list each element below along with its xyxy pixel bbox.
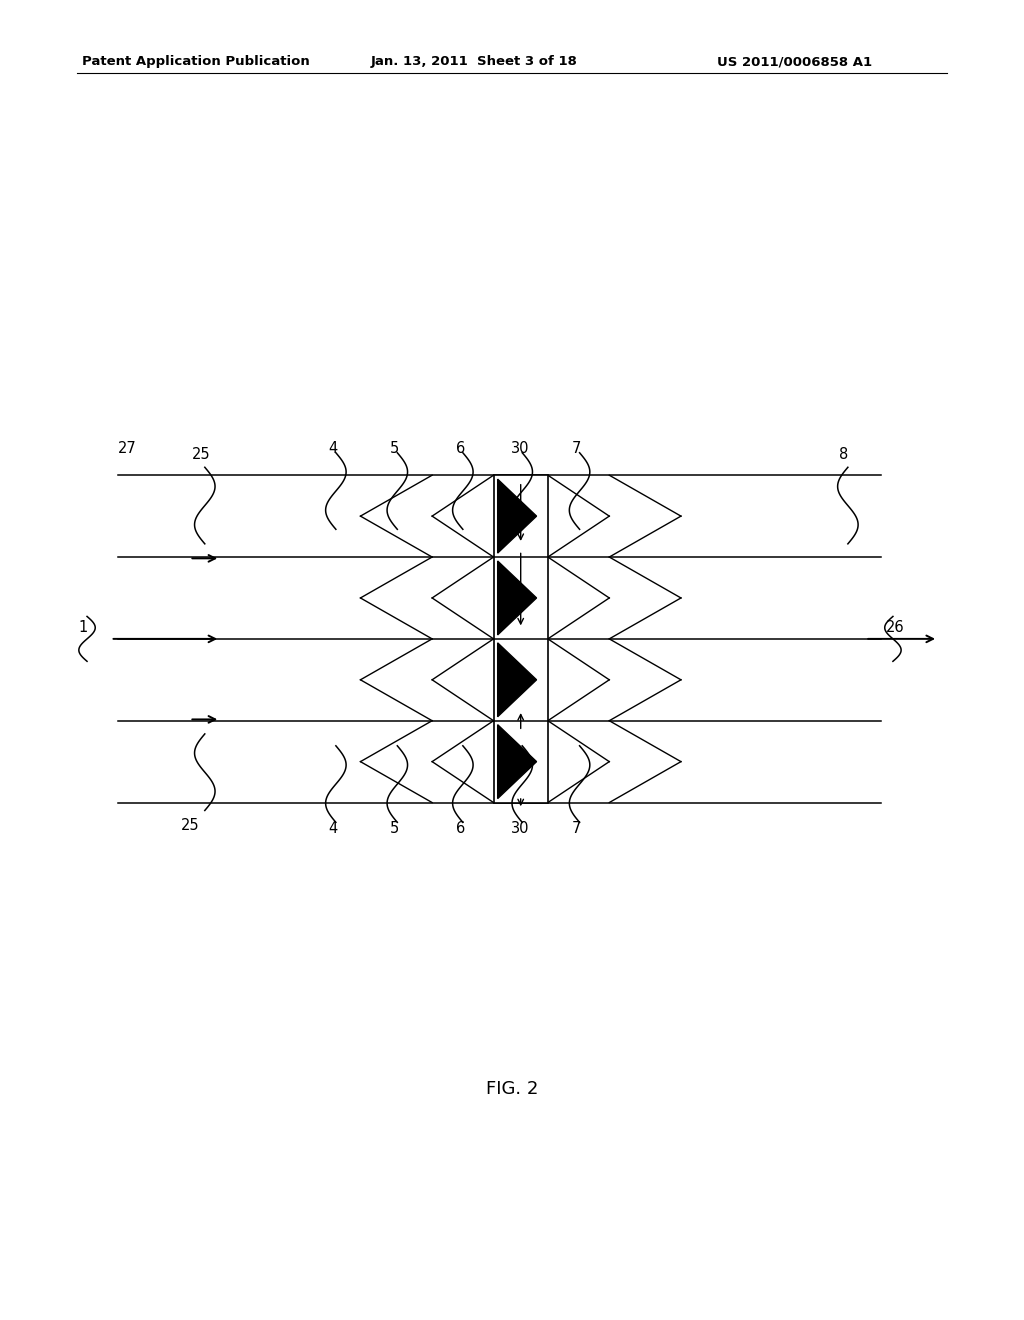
Text: 6: 6 [456,821,466,837]
Text: 30: 30 [511,441,529,457]
Text: 7: 7 [571,821,582,837]
Text: Patent Application Publication: Patent Application Publication [82,55,309,69]
Text: 8: 8 [839,446,849,462]
Text: 26: 26 [886,619,904,635]
Text: US 2011/0006858 A1: US 2011/0006858 A1 [717,55,871,69]
Text: 25: 25 [191,446,210,462]
Text: 4: 4 [328,821,338,837]
Polygon shape [498,561,537,635]
Polygon shape [498,479,537,553]
Text: 5: 5 [389,441,399,457]
Text: Jan. 13, 2011  Sheet 3 of 18: Jan. 13, 2011 Sheet 3 of 18 [371,55,578,69]
Text: FIG. 2: FIG. 2 [485,1080,539,1098]
Text: 5: 5 [389,821,399,837]
Text: 30: 30 [511,821,529,837]
Text: 6: 6 [456,441,466,457]
Text: 25: 25 [181,817,200,833]
Polygon shape [498,643,537,717]
Text: 7: 7 [571,441,582,457]
Polygon shape [498,725,537,799]
Text: 4: 4 [328,441,338,457]
Text: 1: 1 [78,619,88,635]
Text: 27: 27 [118,441,136,457]
Bar [494,475,548,803]
